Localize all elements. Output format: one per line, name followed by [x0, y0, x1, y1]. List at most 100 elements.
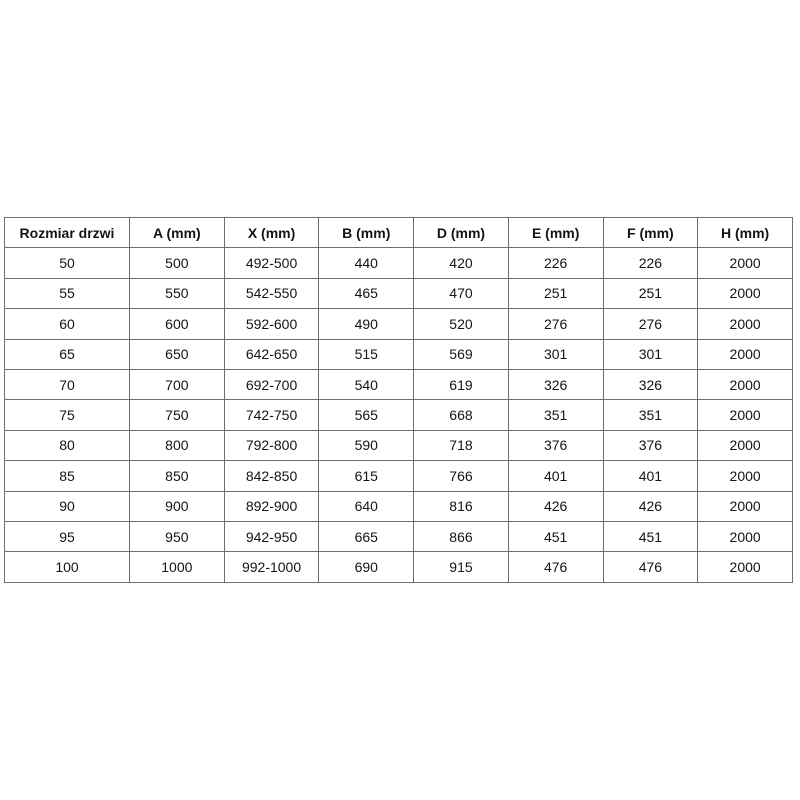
table-cell: 70: [4, 368, 130, 401]
table-cell: 590: [318, 429, 415, 462]
table-body: 50 500 492-500 440 420 226 226 2000 55 550 542-550…: [4, 247, 793, 583]
table-cell: 640: [318, 490, 415, 522]
table-cell: 476: [602, 551, 699, 583]
table-cell: 351: [602, 399, 699, 431]
table-cell: 276: [507, 308, 604, 340]
table-cell: 2000: [697, 490, 793, 522]
table-cell: 451: [507, 520, 604, 553]
table-cell: 550: [129, 277, 225, 310]
column-header: X (mm): [223, 216, 320, 249]
table-cell: 90: [4, 490, 130, 522]
table-cell: 251: [507, 277, 604, 310]
table-cell: 80: [4, 429, 130, 462]
table-cell: 60: [4, 308, 130, 340]
table-cell: 2000: [697, 551, 793, 583]
table-cell: 376: [507, 429, 604, 462]
table-cell: 520: [413, 308, 509, 340]
table-cell: 718: [413, 429, 509, 462]
table-row: 50 500 492-500 440 420 226 226 2000: [4, 247, 793, 279]
table-cell: 615: [318, 460, 415, 492]
table-header: Rozmiar drzwi A (mm) X (mm) B (mm) D (mm) E (…: [4, 216, 793, 249]
table-row: 80 800 792-800 590 718 376 376 2000: [4, 429, 793, 462]
table-cell: 2000: [697, 277, 793, 310]
table-cell: 276: [602, 308, 699, 340]
table-cell: 700: [129, 368, 225, 401]
table-cell: 668: [413, 399, 509, 431]
table-cell: 301: [602, 338, 699, 370]
table-cell: 900: [129, 490, 225, 522]
table-row: 55 550 542-550 465 470 251 251 2000: [4, 277, 793, 310]
table-cell: 100: [4, 551, 130, 583]
table-cell: 251: [602, 277, 699, 310]
table-row: 100 1000 992-1000 690 915 476 476 2000: [4, 551, 793, 583]
table-cell: 500: [129, 247, 225, 279]
column-header: B (mm): [318, 216, 415, 249]
table-cell: 950: [129, 520, 225, 553]
table-cell: 2000: [697, 399, 793, 431]
table-cell: 592-600: [223, 308, 320, 340]
column-header: F (mm): [602, 216, 699, 249]
table-cell: 351: [507, 399, 604, 431]
table-cell: 226: [507, 247, 604, 279]
table-cell: 426: [507, 490, 604, 522]
table-cell: 942-950: [223, 520, 320, 553]
table-cell: 742-750: [223, 399, 320, 431]
table-cell: 2000: [697, 308, 793, 340]
column-header: H (mm): [697, 216, 793, 249]
table-cell: 515: [318, 338, 415, 370]
table-row: 65 650 642-650 515 569 301 301 2000: [4, 338, 793, 370]
table-cell: 50: [4, 247, 130, 279]
table-cell: 95: [4, 520, 130, 553]
table-cell: 866: [413, 520, 509, 553]
table-cell: 619: [413, 368, 509, 401]
table-cell: 401: [602, 460, 699, 492]
table-row: 75 750 742-750 565 668 351 351 2000: [4, 399, 793, 431]
table-cell: 2000: [697, 460, 793, 492]
table-cell: 792-800: [223, 429, 320, 462]
table-row: 60 600 592-600 490 520 276 276 2000: [4, 308, 793, 340]
column-header: Rozmiar drzwi: [4, 216, 130, 249]
table-cell: 226: [602, 247, 699, 279]
table-cell: 470: [413, 277, 509, 310]
table-cell: 1000: [129, 551, 225, 583]
table-cell: 842-850: [223, 460, 320, 492]
table-cell: 376: [602, 429, 699, 462]
table-cell: 569: [413, 338, 509, 370]
table-cell: 542-550: [223, 277, 320, 310]
table-cell: 401: [507, 460, 604, 492]
table-cell: 440: [318, 247, 415, 279]
table-cell: 600: [129, 308, 225, 340]
table-row: 70 700 692-700 540 619 326 326 2000: [4, 368, 793, 401]
table-cell: 750: [129, 399, 225, 431]
table-cell: 451: [602, 520, 699, 553]
table-cell: 690: [318, 551, 415, 583]
header-row: Rozmiar drzwi A (mm) X (mm) B (mm) D (mm) E (…: [4, 216, 793, 249]
table-cell: 800: [129, 429, 225, 462]
table-cell: 326: [602, 368, 699, 401]
table-row: 90 900 892-900 640 816 426 426 2000: [4, 490, 793, 522]
table-cell: 816: [413, 490, 509, 522]
table-cell: 75: [4, 399, 130, 431]
column-header: E (mm): [507, 216, 604, 249]
table-cell: 490: [318, 308, 415, 340]
column-header: A (mm): [129, 216, 225, 249]
table-cell: 326: [507, 368, 604, 401]
table-cell: 65: [4, 338, 130, 370]
table-cell: 426: [602, 490, 699, 522]
table-cell: 2000: [697, 338, 793, 370]
table-cell: 565: [318, 399, 415, 431]
table-cell: 476: [507, 551, 604, 583]
table-cell: 642-650: [223, 338, 320, 370]
table-cell: 55: [4, 277, 130, 310]
table-cell: 2000: [697, 429, 793, 462]
table-cell: 2000: [697, 247, 793, 279]
table-cell: 915: [413, 551, 509, 583]
table-cell: 540: [318, 368, 415, 401]
column-header: D (mm): [413, 216, 509, 249]
table-cell: 85: [4, 460, 130, 492]
table-row: 95 950 942-950 665 866 451 451 2000: [4, 520, 793, 553]
table-cell: 850: [129, 460, 225, 492]
table-row: 85 850 842-850 615 766 401 401 2000: [4, 460, 793, 492]
table-cell: 465: [318, 277, 415, 310]
